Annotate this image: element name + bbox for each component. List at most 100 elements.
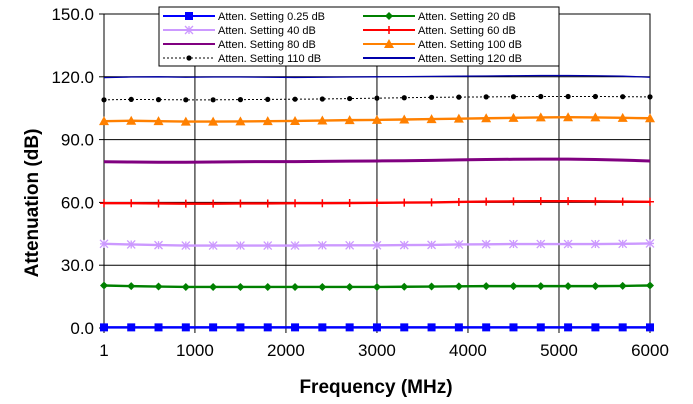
legend-marker bbox=[185, 12, 193, 20]
data-point bbox=[563, 239, 573, 249]
x-tick-label: 6000 bbox=[631, 341, 669, 360]
data-point bbox=[100, 281, 108, 290]
data-point bbox=[126, 240, 136, 249]
data-point bbox=[453, 113, 464, 123]
data-point bbox=[181, 241, 191, 250]
data-point bbox=[126, 115, 137, 125]
data-point bbox=[481, 113, 492, 123]
data-point bbox=[345, 323, 354, 332]
data-point bbox=[618, 323, 627, 332]
data-point bbox=[618, 281, 627, 290]
data-point bbox=[318, 199, 327, 208]
data-point bbox=[154, 240, 163, 250]
data-point bbox=[536, 282, 545, 291]
data-point bbox=[427, 282, 436, 291]
legend-box bbox=[158, 6, 560, 67]
data-point bbox=[454, 197, 463, 206]
data-point bbox=[509, 197, 518, 206]
data-point bbox=[181, 199, 190, 208]
data-point bbox=[345, 199, 354, 208]
data-point bbox=[400, 198, 409, 207]
legend: Atten. Setting 0.25 dB Atten. Setting 20 … bbox=[158, 6, 560, 67]
data-point bbox=[154, 282, 163, 291]
legend-marker bbox=[186, 55, 192, 61]
data-point bbox=[372, 282, 381, 291]
data-point bbox=[535, 112, 546, 122]
series-atten-setting-100-db bbox=[99, 112, 655, 126]
legend-marker bbox=[384, 39, 394, 48]
data-point bbox=[645, 113, 655, 123]
data-point bbox=[263, 323, 272, 332]
data-point bbox=[127, 323, 136, 332]
legend-item: Atten. Setting 120 dB bbox=[363, 53, 522, 65]
x-tick-label: 3000 bbox=[358, 341, 396, 360]
legend-label: Atten. Setting 110 dB bbox=[218, 53, 321, 65]
data-point bbox=[482, 323, 491, 332]
data-point bbox=[646, 323, 654, 332]
data-point bbox=[181, 282, 190, 291]
data-point bbox=[428, 94, 435, 100]
data-point bbox=[372, 323, 381, 332]
x-axis-title: Frequency (MHz) bbox=[299, 377, 452, 398]
data-point bbox=[318, 323, 327, 332]
data-point bbox=[236, 323, 245, 332]
data-point bbox=[208, 241, 218, 250]
data-point bbox=[345, 240, 355, 250]
legend-label: Atten. Setting 40 dB bbox=[218, 25, 316, 37]
legend-item: Atten. Setting 20 dB bbox=[363, 11, 516, 23]
data-point bbox=[290, 115, 301, 125]
data-point bbox=[591, 282, 600, 291]
data-point bbox=[235, 241, 245, 250]
legend-item: Atten. Setting 80 dB bbox=[163, 39, 316, 51]
data-point bbox=[591, 197, 600, 206]
data-point bbox=[235, 116, 246, 126]
data-point bbox=[454, 282, 463, 291]
legend-item: Atten. Setting 40 dB bbox=[163, 25, 316, 37]
data-point bbox=[399, 114, 410, 124]
data-point bbox=[536, 197, 545, 206]
series-atten-setting-0-25-db bbox=[100, 323, 654, 332]
data-point bbox=[265, 96, 271, 103]
data-point bbox=[618, 239, 628, 249]
data-point bbox=[209, 199, 218, 208]
legend-label: Atten. Setting 60 dB bbox=[418, 25, 516, 37]
data-point bbox=[509, 239, 518, 249]
data-point bbox=[564, 323, 573, 332]
data-point bbox=[620, 94, 626, 100]
series-line bbox=[103, 74, 651, 79]
data-point bbox=[427, 198, 436, 207]
x-tick-label: 2000 bbox=[267, 341, 305, 360]
data-point bbox=[317, 115, 328, 125]
data-point bbox=[617, 112, 628, 122]
x-tick-label: 4000 bbox=[449, 341, 487, 360]
data-point bbox=[427, 240, 437, 250]
data-point bbox=[127, 199, 136, 208]
data-point bbox=[263, 241, 273, 250]
data-point bbox=[590, 239, 600, 249]
data-point bbox=[291, 199, 300, 208]
data-point bbox=[128, 96, 134, 103]
data-point bbox=[374, 95, 380, 101]
data-point bbox=[427, 323, 436, 332]
data-point bbox=[456, 94, 462, 100]
data-point bbox=[291, 323, 300, 332]
series-atten-setting-110-db bbox=[101, 93, 653, 103]
data-point bbox=[236, 282, 245, 291]
data-point bbox=[483, 94, 489, 100]
data-point bbox=[209, 323, 218, 332]
data-point bbox=[100, 199, 108, 208]
data-point bbox=[371, 114, 382, 124]
data-point bbox=[592, 93, 598, 100]
data-point bbox=[647, 94, 653, 100]
data-point bbox=[344, 115, 355, 125]
legend-marker bbox=[184, 25, 194, 35]
data-point bbox=[400, 282, 409, 291]
x-tick-label: 5000 bbox=[540, 341, 578, 360]
legend-item: Atten. Setting 110 dB bbox=[163, 53, 321, 65]
data-point bbox=[99, 239, 109, 249]
data-point bbox=[510, 94, 517, 100]
series-atten-setting-80-db bbox=[103, 157, 651, 164]
data-point bbox=[646, 281, 654, 290]
legend-label: Atten. Setting 100 dB bbox=[418, 39, 522, 51]
data-point bbox=[563, 112, 574, 122]
